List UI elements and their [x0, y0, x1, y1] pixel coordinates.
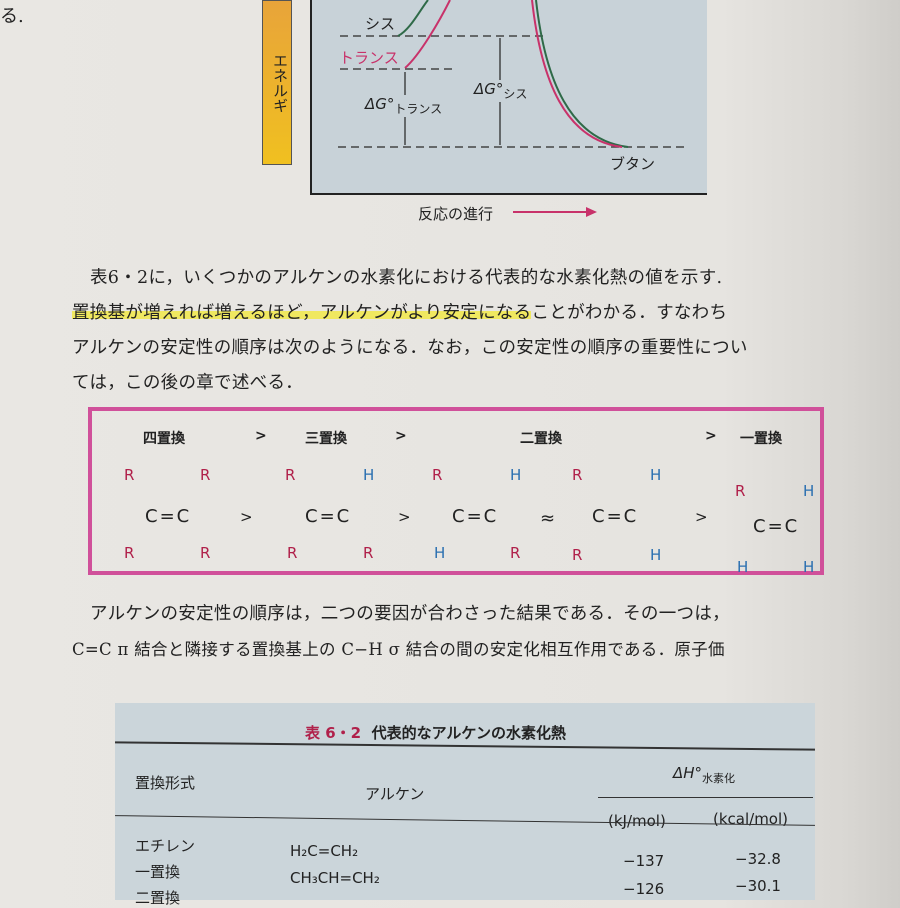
gt-symbol: >: [395, 428, 407, 444]
table-number: 表 6・2: [305, 724, 362, 742]
substituent: H: [803, 482, 815, 500]
paragraph2-line2: C=C π 結合と隣接する置換基上の C−H σ 結合の間の安定化相互作用である…: [72, 640, 725, 659]
margin-fragment: る.: [0, 6, 24, 27]
gt-symbol: >: [705, 428, 717, 444]
row-kcal-mono: −30.1: [735, 877, 781, 895]
row-kcal-ethylene: −32.8: [735, 850, 781, 868]
trans-curve: [404, 0, 451, 69]
hydrogenation-heat-table: [115, 703, 815, 900]
cis-curve: [397, 0, 429, 37]
substituent: R: [363, 544, 374, 562]
substituent: H: [737, 558, 749, 576]
arrow-right-icon: [513, 207, 597, 217]
double-bond-core: C=C: [145, 506, 192, 527]
table-title: 代表的なアルケンの水素化熱: [371, 724, 566, 742]
substituent: R: [285, 466, 296, 484]
unit-kj: (kJ/mol): [608, 812, 666, 830]
header-monosubstituted: 一置換: [740, 431, 782, 447]
substituent: R: [124, 544, 135, 562]
header-disubstituted: 二置換: [520, 431, 562, 447]
x-axis-label: 反応の進行: [418, 205, 494, 223]
substituent: H: [434, 544, 446, 562]
substituent: R: [572, 546, 583, 564]
row-kj-mono: −126: [623, 880, 665, 898]
col-header-type: 置換形式: [135, 774, 196, 792]
dg-cis-sub: シス: [503, 87, 528, 101]
col-header-alkene: アルケン: [365, 785, 425, 803]
row-type-mono: 一置換: [135, 863, 181, 881]
dg-trans-sub: トランス: [394, 102, 443, 116]
dg-cis-label: ΔG°: [474, 80, 504, 98]
substituent: R: [200, 466, 211, 484]
header-trisubstituted: 三置換: [305, 431, 347, 447]
double-bond-core: C=C: [753, 516, 800, 537]
dh-rule: [598, 797, 813, 798]
trans-descent-curve: [531, 0, 623, 148]
paragraph1-line3: アルケンの安定性の順序は次のようになる．なお，この安定性の順序の重要性につい: [72, 338, 748, 358]
dg-trans-label: ΔG°: [365, 95, 395, 113]
gt-symbol: >: [255, 428, 267, 444]
substituent: H: [650, 546, 662, 564]
butane-label: ブタン: [610, 155, 656, 173]
substituent: H: [510, 466, 522, 484]
row-type-di: 二置換: [135, 889, 181, 907]
col-header-dh-sub: 水素化: [702, 772, 736, 785]
highlighted-text: 置換基が増えれば増えるほど，アルケンがより安定になる: [72, 303, 532, 323]
substituent: R: [572, 466, 583, 484]
substituent: H: [363, 466, 375, 484]
row-alkene-mono: CH₃CH=CH₂: [290, 869, 380, 887]
substituent: H: [803, 558, 815, 576]
row-alkene-ethylene: H₂C=CH₂: [290, 842, 359, 860]
trans-label: トランス: [339, 49, 399, 67]
row-type-ethylene: エチレン: [135, 837, 196, 855]
substituent: R: [510, 544, 521, 562]
unit-kcal: (kcal/mol): [713, 810, 789, 828]
paragraph2-line1: アルケンの安定性の順序は，二つの要因が合わさった結果である．その一つは，: [90, 604, 730, 624]
substituent: H: [650, 466, 662, 484]
substituent: R: [124, 466, 135, 484]
gt-symbol: >: [398, 508, 411, 526]
approx-symbol: ≈: [540, 508, 556, 529]
col-header-dh: ΔH°: [673, 764, 703, 782]
cis-descent-curve: [535, 0, 629, 148]
substituent: R: [287, 544, 298, 562]
energy-curves: [338, 0, 685, 148]
paragraph1-line1: 表6・2に，いくつかのアルケンの水素化における代表的な水素化熱の値を示す.: [90, 268, 723, 288]
substituent: R: [200, 544, 211, 562]
paragraph1-line2: ことがわかる．すなわち: [531, 303, 728, 323]
double-bond-core: C=C: [452, 506, 499, 527]
stability-order-box: [88, 407, 824, 575]
cis-label: シス: [365, 15, 396, 33]
double-bond-core: C=C: [305, 506, 352, 527]
header-rule: [115, 815, 815, 826]
row-kj-ethylene: −137: [623, 852, 665, 870]
substituent: R: [735, 482, 746, 500]
header-tetrasubstituted: 四置換: [143, 431, 185, 447]
gt-symbol: >: [240, 508, 253, 526]
double-bond-core: C=C: [592, 506, 639, 527]
energy-axis-label: エネルギ: [262, 0, 292, 165]
paragraph1-line4: ては，この後の章で述べる．: [72, 373, 304, 393]
substituent: R: [432, 466, 443, 484]
gt-symbol: >: [695, 508, 708, 526]
